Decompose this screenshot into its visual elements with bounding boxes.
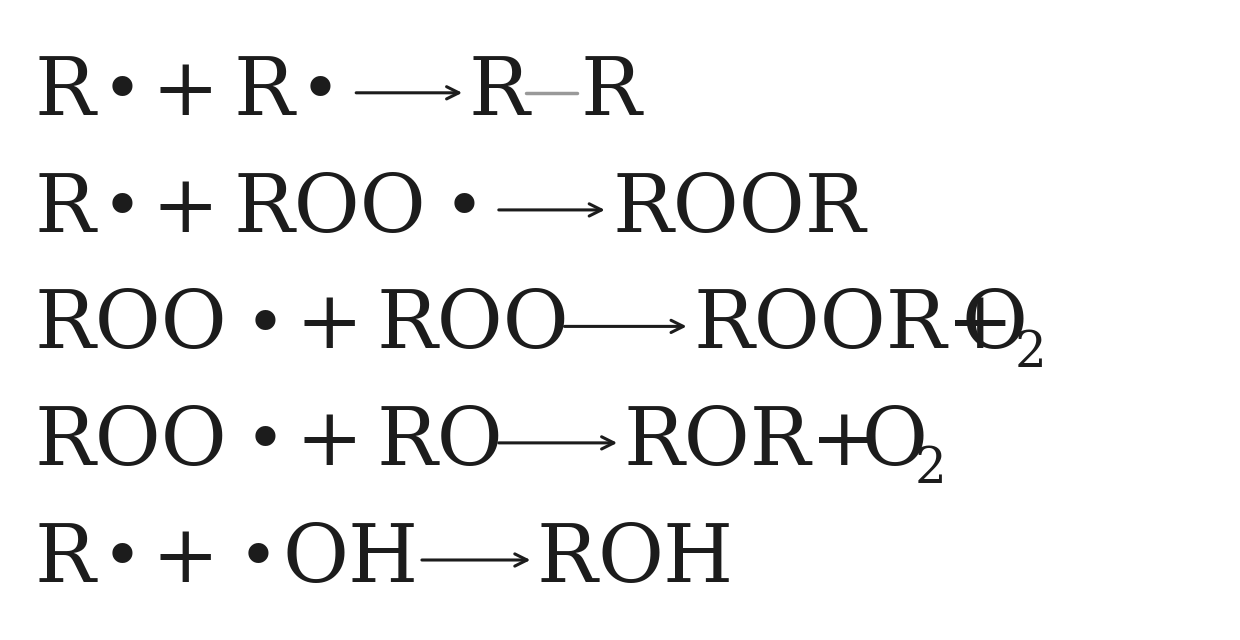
Text: •: • (300, 60, 341, 126)
Text: R: R (35, 171, 95, 249)
Text: ROR+: ROR+ (624, 404, 879, 482)
Text: +: + (295, 404, 362, 482)
Text: R: R (469, 54, 529, 132)
Text: ROO: ROO (377, 287, 569, 365)
Text: +: + (151, 521, 218, 599)
Text: ROOR: ROOR (613, 171, 866, 249)
Text: •: • (444, 177, 485, 243)
Text: ROO: ROO (35, 287, 227, 365)
Text: +: + (151, 54, 218, 132)
Text: •: • (244, 410, 285, 476)
Text: •: • (102, 60, 143, 126)
Text: •: • (244, 293, 285, 360)
Text: +: + (295, 287, 362, 365)
Text: •: • (102, 177, 143, 243)
Text: R: R (233, 54, 294, 132)
Text: 2: 2 (915, 445, 947, 495)
Text: RO: RO (377, 404, 503, 482)
Text: R: R (35, 54, 95, 132)
Text: 2: 2 (1014, 328, 1047, 378)
Text: R: R (537, 521, 598, 599)
Text: O: O (862, 404, 928, 482)
Text: ROO: ROO (35, 404, 227, 482)
Text: ROOR+: ROOR+ (693, 287, 1014, 365)
Text: ROO: ROO (233, 171, 425, 249)
Text: R: R (580, 54, 641, 132)
Text: •: • (102, 527, 143, 593)
Text: R: R (35, 521, 95, 599)
Text: OH: OH (598, 521, 734, 599)
Text: •: • (238, 527, 279, 593)
Text: OH: OH (283, 521, 419, 599)
Text: +: + (151, 171, 218, 249)
Text: O: O (961, 287, 1027, 365)
